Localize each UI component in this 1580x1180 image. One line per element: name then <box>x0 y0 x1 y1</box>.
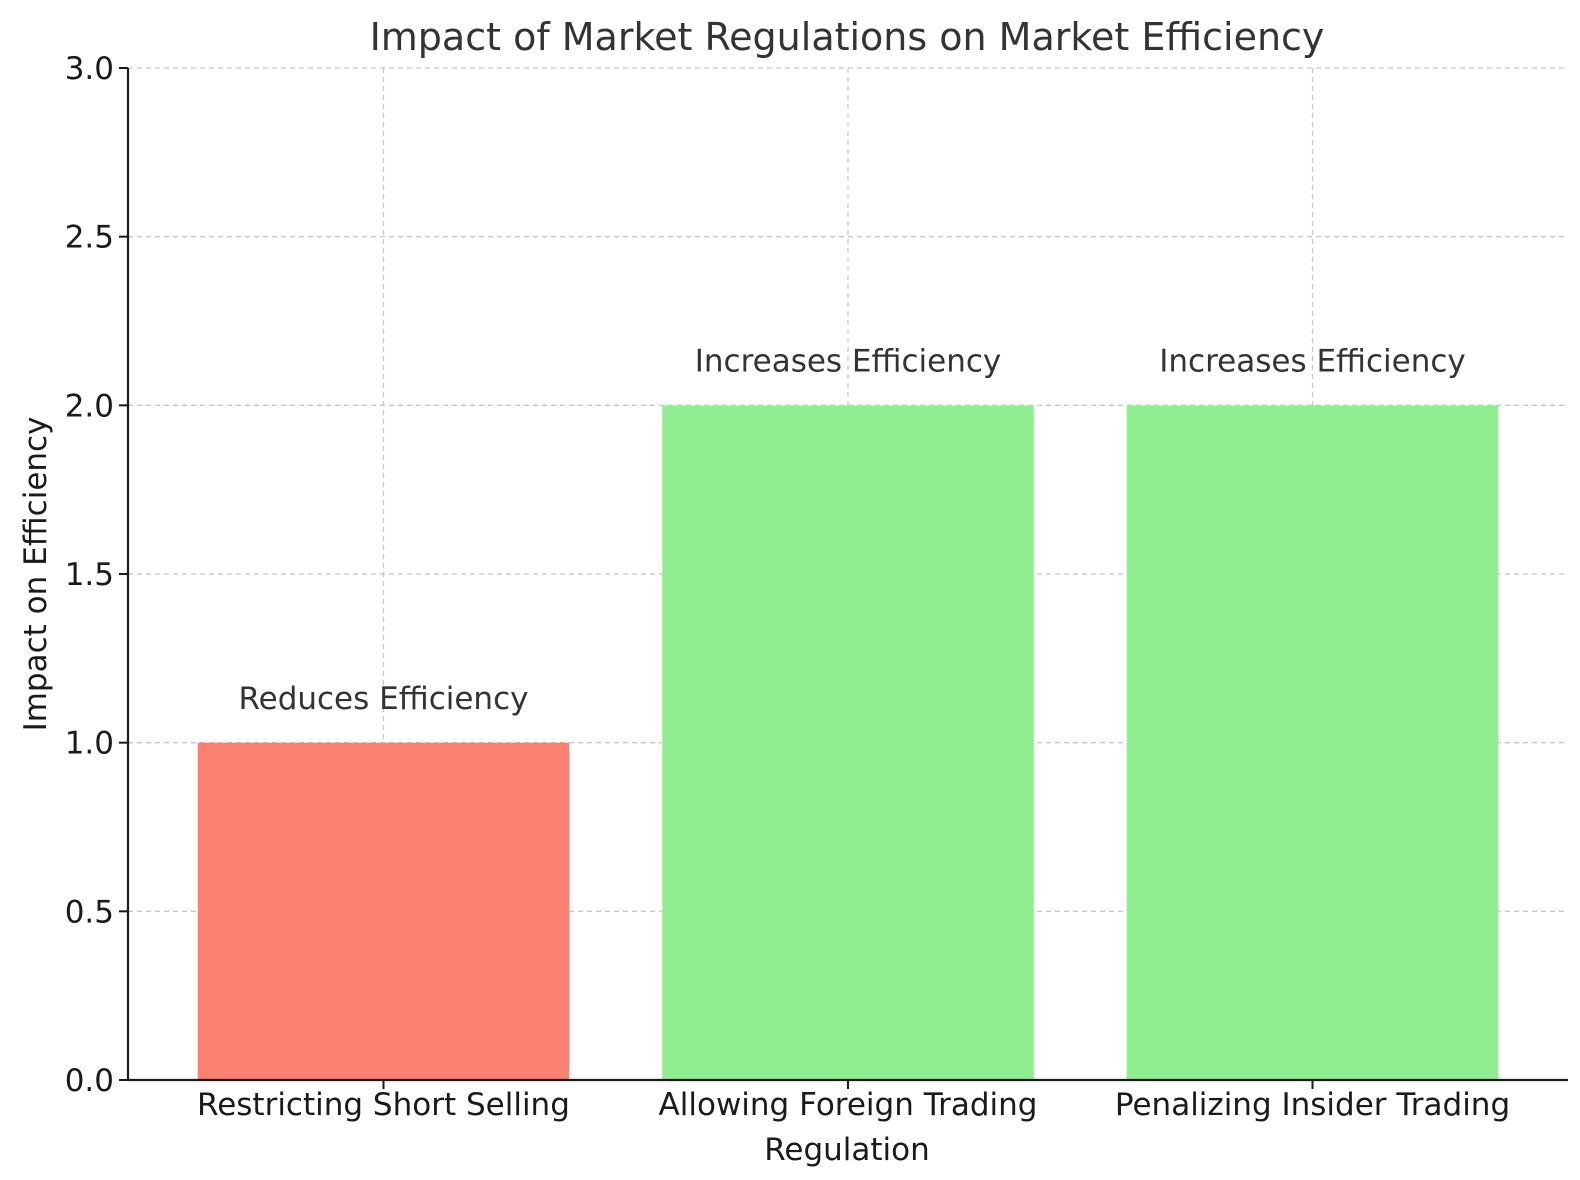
bar-annotation: Increases Efficiency <box>695 344 1002 380</box>
x-tick-label: Penalizing Insider Trading <box>1115 1087 1510 1123</box>
x-tick-label: Allowing Foreign Trading <box>659 1087 1038 1123</box>
y-tick-label: 1.0 <box>65 726 114 762</box>
x-ticks: Restricting Short Selling Allowing Foreig… <box>197 1080 1510 1123</box>
bar <box>197 742 570 1080</box>
y-tick-label: 3.0 <box>65 51 114 87</box>
bar-annotation: Reduces Efficiency <box>238 681 528 717</box>
bars <box>197 405 1499 1080</box>
chart-title: Impact of Market Regulations on Market E… <box>370 15 1325 59</box>
bar <box>662 405 1034 1080</box>
y-tick-label: 2.0 <box>65 388 114 424</box>
y-tick-label: 1.5 <box>65 557 114 593</box>
bar-annotations: Reduces Efficiency Increases Efficiency In… <box>238 344 1465 717</box>
y-ticks: 0.0 0.5 1.0 1.5 2.0 2.5 3.0 <box>65 51 128 1099</box>
bar <box>1126 405 1499 1080</box>
x-tick-label: Restricting Short Selling <box>197 1087 570 1123</box>
bar-annotation: Increases Efficiency <box>1159 344 1466 380</box>
y-tick-label: 0.0 <box>65 1063 114 1099</box>
x-axis-label: Regulation <box>764 1132 930 1168</box>
y-tick-label: 0.5 <box>65 894 114 930</box>
y-axis-label: Impact on Efficiency <box>18 417 54 732</box>
y-tick-label: 2.5 <box>65 220 114 256</box>
